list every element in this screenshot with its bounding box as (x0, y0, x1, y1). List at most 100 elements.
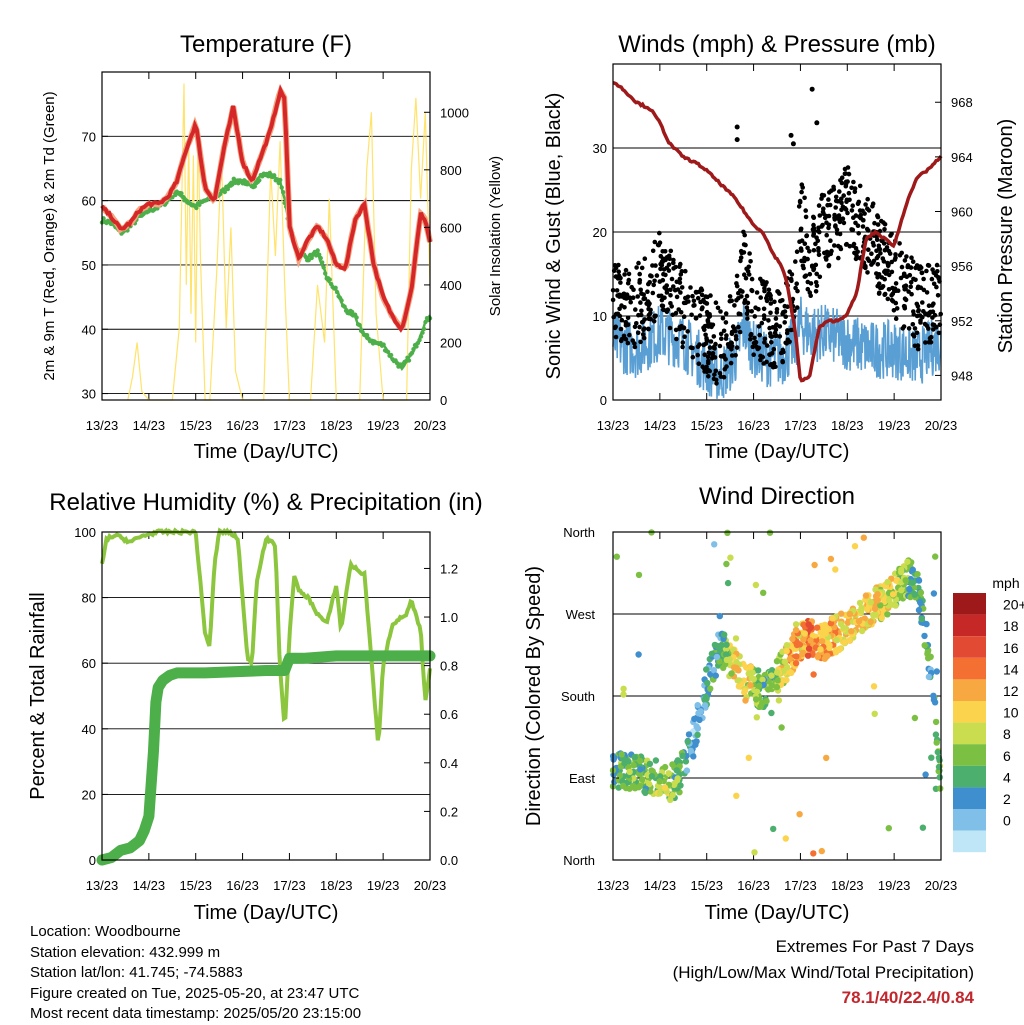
gust-point (839, 196, 844, 202)
gust-point (618, 326, 624, 332)
direction-point (631, 785, 639, 792)
gust-point (785, 328, 790, 333)
gust-point (875, 213, 880, 218)
gust-point (909, 291, 914, 297)
gust-point (764, 343, 770, 348)
temperature-ytick-label: 40 (82, 322, 96, 337)
gust-point (671, 257, 676, 263)
gust-point (662, 285, 667, 290)
gust-point (885, 263, 891, 269)
direction-point (748, 675, 755, 682)
direction-point (637, 766, 644, 773)
gust-point (689, 312, 694, 318)
gust-point (658, 266, 663, 272)
gust-point (712, 372, 717, 377)
direction-point (722, 651, 730, 658)
direction-legend-label: 18 (1003, 618, 1019, 634)
gust-point (851, 241, 857, 247)
direction-point (807, 637, 814, 644)
station-info: Location: Woodbourne Station elevation: … (30, 922, 361, 1025)
direction-point (881, 596, 888, 603)
direction-point (753, 714, 760, 721)
direction-point (886, 596, 893, 604)
extremes-values: 78.1/40/22.4/0.84 (841, 988, 974, 1007)
gust-point (899, 264, 905, 270)
gust-point (844, 197, 850, 203)
gust-point (751, 352, 756, 358)
gust-point (661, 267, 667, 272)
direction-point (697, 708, 704, 715)
gust-point (780, 359, 785, 365)
gust-point (640, 319, 646, 325)
gust-point (804, 233, 809, 239)
gust-point (632, 324, 638, 330)
direction-point (652, 757, 660, 764)
direction-point (616, 772, 624, 779)
direction-point (646, 760, 654, 768)
temperature-title: Temperature (F) (180, 31, 352, 58)
gust-point (837, 189, 842, 194)
gust-point (701, 325, 706, 331)
direction-point (759, 676, 766, 683)
gust-point (713, 368, 719, 374)
gust-point (845, 210, 850, 216)
gust-point (870, 204, 875, 209)
direction-legend-label: 2 (1003, 791, 1011, 807)
gust-point (909, 255, 914, 260)
gust-point (836, 255, 841, 261)
direction-point (877, 602, 884, 609)
gust-point (729, 298, 734, 304)
gust-point (732, 303, 737, 308)
direction-point (773, 658, 781, 665)
gust-point (658, 261, 663, 267)
direction-point (752, 696, 760, 703)
gust-point (647, 280, 652, 285)
gust-point (723, 320, 729, 325)
direction-legend-swatch (953, 830, 986, 853)
humidity-ytick-label: 80 (82, 591, 96, 606)
gust-point (653, 313, 658, 319)
gust-point (816, 252, 822, 258)
gust-point (688, 285, 693, 290)
gust-point (718, 309, 723, 314)
gust-point (768, 301, 774, 306)
gust-point (766, 318, 771, 323)
direction-point (857, 607, 865, 614)
direction-point (930, 696, 938, 704)
direction-point (870, 683, 878, 690)
gust-point (865, 206, 870, 211)
direction-point (755, 682, 763, 690)
gust-point (639, 265, 645, 271)
direction-point (874, 597, 881, 604)
gust-point (711, 334, 717, 339)
gust-point (845, 179, 850, 184)
gust-point (849, 185, 854, 191)
direction-point (814, 624, 821, 631)
gust-point (761, 306, 767, 312)
gust-point (930, 267, 935, 272)
gust-point (622, 272, 627, 277)
gust-point (837, 219, 843, 225)
gust-point (742, 300, 747, 306)
gust-point (636, 260, 641, 266)
gust-point (640, 332, 646, 337)
gust-point (635, 294, 640, 299)
gust-point (865, 196, 870, 202)
winds-ytick-label: 20 (593, 225, 607, 240)
gust-point (674, 294, 680, 300)
winds-xtick-label: 17/23 (784, 418, 817, 433)
extremes-title: Extremes For Past 7 Days (775, 937, 974, 956)
gust-point (839, 200, 844, 206)
gust-point (845, 165, 851, 170)
direction-point (922, 771, 929, 778)
gust-point (789, 272, 795, 277)
gust-point (668, 248, 674, 254)
winds-xtick-label: 13/23 (597, 418, 630, 433)
gust-point (637, 271, 642, 277)
direction-point (874, 591, 881, 598)
direction-point (804, 652, 812, 659)
gust-point (619, 336, 625, 342)
temperature-xtick-label: 19/23 (367, 418, 400, 433)
gust-point (685, 299, 690, 304)
gust-point (922, 311, 928, 316)
